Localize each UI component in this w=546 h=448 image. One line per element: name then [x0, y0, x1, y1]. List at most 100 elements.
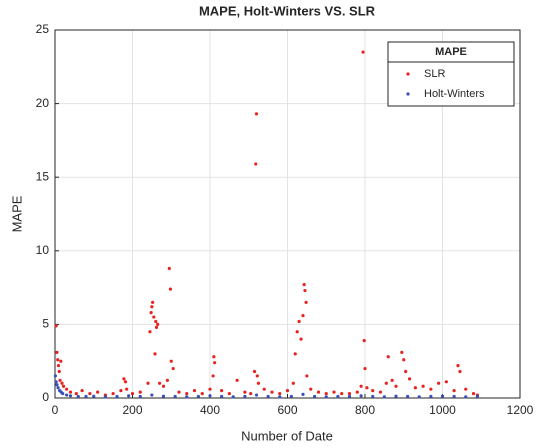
data-point — [92, 394, 96, 398]
data-point — [122, 377, 126, 381]
data-point — [168, 287, 173, 291]
data-point — [74, 391, 78, 396]
data-point — [68, 390, 73, 394]
legend-marker — [406, 92, 410, 96]
data-point — [305, 374, 309, 378]
data-point — [301, 313, 305, 318]
data-point — [252, 369, 257, 374]
data-point — [402, 358, 406, 362]
data-point — [262, 387, 266, 391]
data-point — [192, 389, 197, 393]
data-point — [211, 374, 215, 378]
data-point — [303, 288, 307, 293]
x-tick-label: 200 — [122, 403, 142, 417]
legend-title: MAPE — [435, 46, 467, 58]
data-point — [378, 390, 383, 394]
y-tick-label: 10 — [36, 243, 50, 257]
data-point — [125, 387, 129, 391]
data-point — [68, 394, 73, 398]
x-tick-label: 600 — [277, 403, 297, 417]
data-point — [243, 394, 247, 399]
data-point — [304, 300, 308, 304]
data-point — [458, 369, 462, 374]
data-point — [61, 391, 65, 396]
data-point — [227, 391, 231, 396]
data-point — [59, 359, 63, 363]
data-point — [185, 395, 189, 399]
data-point — [55, 383, 59, 387]
data-point — [138, 390, 142, 394]
legend-label: SLR — [424, 68, 445, 80]
y-axis-label: MAPE — [9, 195, 24, 232]
data-point — [309, 387, 313, 391]
data-point — [165, 378, 169, 382]
data-point — [154, 325, 159, 329]
data-point — [138, 394, 142, 399]
data-point — [371, 394, 375, 399]
x-tick-label: 400 — [200, 403, 220, 417]
data-point — [256, 381, 261, 385]
data-point — [278, 391, 282, 396]
data-point — [220, 389, 224, 393]
data-point — [384, 381, 388, 385]
data-point — [371, 389, 375, 393]
data-point — [452, 389, 456, 393]
data-point — [440, 394, 445, 398]
data-point — [359, 394, 363, 398]
data-point — [154, 319, 158, 324]
data-point — [156, 322, 160, 326]
data-point — [293, 352, 297, 356]
data-point — [270, 390, 274, 394]
data-point — [390, 378, 394, 382]
data-point — [266, 394, 270, 399]
data-point — [361, 50, 365, 54]
data-point — [177, 390, 181, 394]
y-tick-label: 20 — [36, 96, 50, 110]
data-point — [324, 395, 328, 399]
data-point — [382, 395, 386, 399]
data-point — [400, 350, 404, 354]
data-point — [444, 380, 448, 384]
data-point — [394, 394, 398, 398]
data-point — [363, 366, 367, 371]
data-point — [220, 394, 224, 399]
chart-title: MAPE, Holt-Winters VS. SLR — [199, 3, 376, 18]
data-point — [115, 394, 119, 399]
data-point — [80, 389, 84, 393]
data-point — [347, 391, 352, 396]
data-point — [302, 283, 306, 287]
data-point — [173, 394, 177, 399]
data-point — [65, 387, 69, 391]
data-point — [55, 350, 59, 354]
data-point — [200, 391, 204, 396]
data-point — [255, 374, 259, 378]
data-point — [212, 355, 216, 359]
data-point — [254, 162, 258, 166]
data-point — [171, 366, 175, 371]
data-point — [167, 266, 171, 271]
data-point — [103, 395, 107, 399]
data-point — [429, 387, 433, 391]
y-tick-label: 15 — [36, 169, 50, 183]
data-point — [332, 390, 336, 394]
y-tick-label: 25 — [36, 22, 50, 36]
data-point — [407, 377, 412, 381]
x-tick-label: 0 — [52, 403, 59, 417]
data-point — [152, 315, 156, 319]
data-point — [54, 324, 58, 328]
data-point — [146, 381, 150, 385]
plot-frame — [54, 29, 521, 399]
data-point — [213, 361, 217, 365]
data-point — [54, 380, 58, 384]
data-point — [362, 338, 366, 343]
data-point — [254, 393, 259, 397]
data-point — [88, 391, 92, 396]
x-tick-label: 1000 — [429, 403, 456, 417]
data-point — [169, 359, 173, 363]
data-point — [291, 381, 295, 385]
data-point — [464, 395, 468, 399]
data-point — [161, 394, 166, 398]
data-point — [130, 391, 135, 396]
data-point — [150, 393, 154, 397]
data-point — [452, 394, 456, 399]
